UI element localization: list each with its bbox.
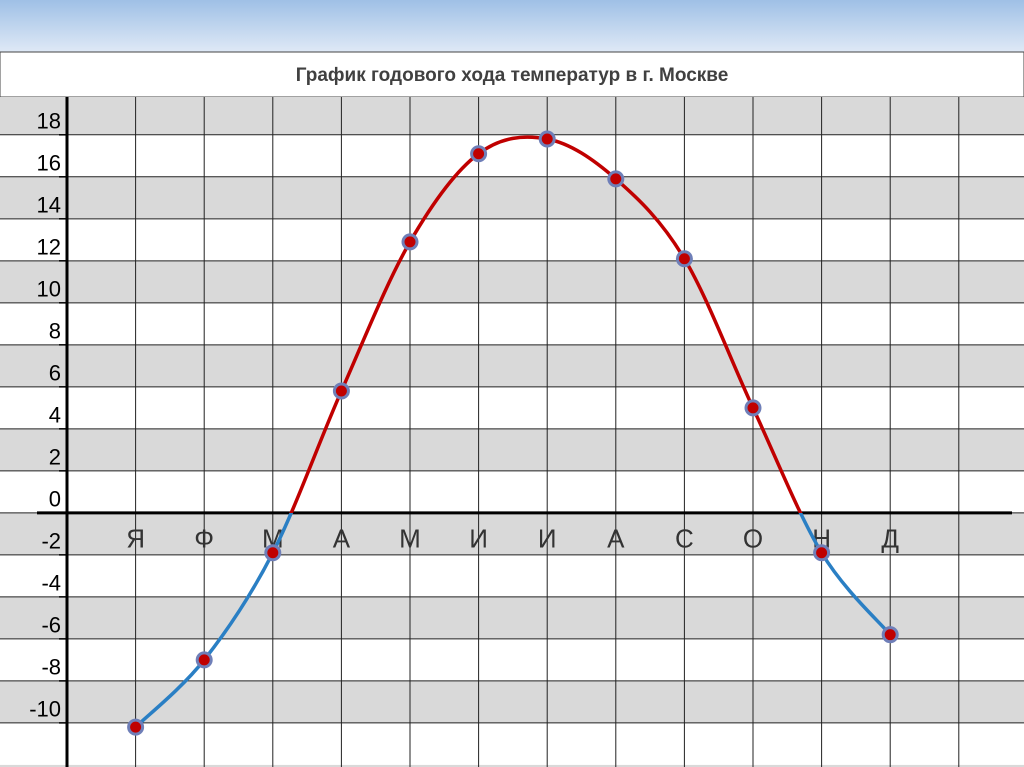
data-point <box>538 130 556 148</box>
row-band <box>0 764 1024 767</box>
y-tick-label: 6 <box>49 361 61 386</box>
y-tick-label: -10 <box>29 697 61 722</box>
y-tick-label: 0 <box>49 487 61 512</box>
y-tick-label: -6 <box>41 613 61 638</box>
x-tick-label: О <box>743 524 763 554</box>
row-band <box>0 596 1024 639</box>
data-point <box>744 399 762 417</box>
data-point <box>195 651 213 669</box>
y-tick-label: 14 <box>37 193 61 218</box>
x-tick-label: А <box>607 524 625 554</box>
y-tick-label: -8 <box>41 655 61 680</box>
y-tick-label: 18 <box>37 109 61 134</box>
y-tick-label: 10 <box>37 277 61 302</box>
row-band <box>0 512 1024 555</box>
row-band <box>0 344 1024 387</box>
row-band <box>0 176 1024 219</box>
row-band <box>0 680 1024 723</box>
y-tick-label: -2 <box>41 529 61 554</box>
data-point <box>264 544 282 562</box>
x-tick-label: И <box>538 524 557 554</box>
chart-title: График годового хода температур в г. Мос… <box>296 65 729 86</box>
y-tick-label: 2 <box>49 445 61 470</box>
row-band <box>0 97 1024 135</box>
y-tick-label: 8 <box>49 319 61 344</box>
x-tick-label: И <box>469 524 488 554</box>
data-point <box>813 544 831 562</box>
x-tick-label: Я <box>126 524 145 554</box>
header-band <box>0 0 1024 52</box>
row-band <box>0 428 1024 471</box>
data-point <box>332 382 350 400</box>
data-point <box>607 170 625 188</box>
x-tick-label: М <box>399 524 421 554</box>
data-point <box>401 233 419 251</box>
data-point <box>470 145 488 163</box>
data-point <box>127 718 145 736</box>
data-point <box>881 626 899 644</box>
row-band <box>0 260 1024 303</box>
x-tick-label: С <box>675 524 694 554</box>
x-tick-label: А <box>333 524 351 554</box>
y-tick-label: 4 <box>49 403 61 428</box>
y-tick-label: 12 <box>37 235 61 260</box>
y-tick-label: -4 <box>41 571 61 596</box>
x-tick-label: Ф <box>194 524 214 554</box>
title-band <box>0 51 1024 98</box>
y-tick-label: 16 <box>37 151 61 176</box>
x-tick-label: Д <box>881 524 899 554</box>
data-point <box>675 250 693 268</box>
